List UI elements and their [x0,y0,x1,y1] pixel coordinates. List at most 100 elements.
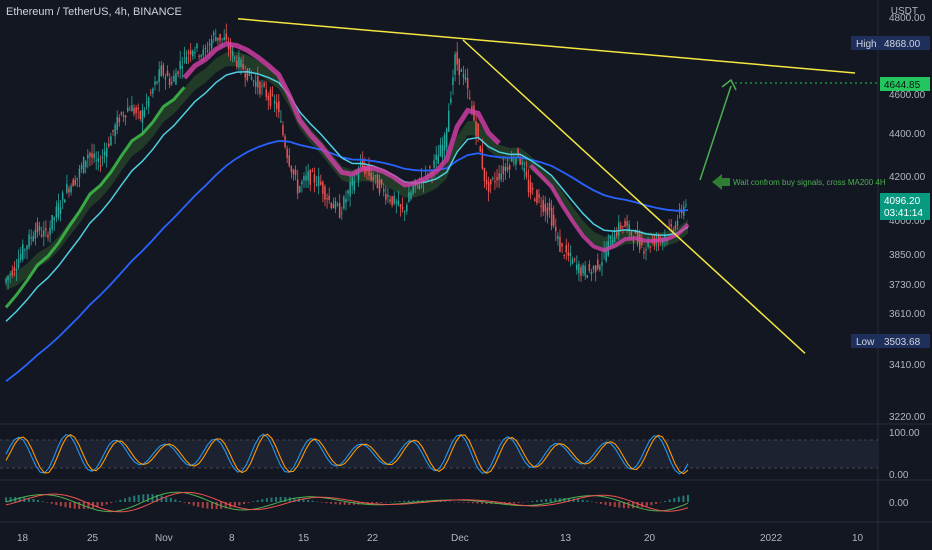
time-tick: 18 [17,533,29,544]
candle-body [53,217,55,221]
macd-histogram-bar [412,500,415,502]
macd-histogram-bar [188,502,191,505]
candle-body [152,88,154,94]
candle-body [343,196,345,209]
candle-body [657,235,660,241]
annotation-text: Wait confrom buy signals, cross MA200 4H [733,178,886,187]
candle-body [630,231,633,236]
price-axis[interactable]: 4800.00 4600.00 4400.00 4200.00 4000.00 … [889,13,926,423]
candle-body [34,229,37,239]
macd-oscillator [5,491,689,513]
macd-histogram-bar [9,497,12,502]
candle-body [244,73,246,78]
candle-body [435,154,437,160]
candle-body [89,152,91,157]
candle-body [315,184,318,186]
candle-body [221,38,223,40]
candle-body [338,203,341,218]
candle-body [508,165,511,170]
price-tick: 4800.00 [889,13,926,24]
macd-histogram-bar [462,502,465,503]
candle-body [127,107,129,112]
candle-body [412,186,414,194]
candle-body [336,204,339,206]
candle-body [278,101,280,112]
candle-body [557,236,559,240]
candle-body [511,157,513,162]
macd-histogram-bar [284,497,287,502]
candle-body [469,97,471,99]
candle-body [624,220,626,228]
symbol-title[interactable]: Ethereum / TetherUS, 4h, BINANCE [6,6,182,18]
candle-body [439,144,442,156]
candle-body [395,201,398,203]
candle-body [263,82,265,87]
candle-body [527,179,530,193]
price-tick: 4000.00 [889,216,926,227]
candle-body [276,102,278,109]
candle-body [28,234,30,248]
macd-histogram-bar [531,501,534,502]
macd-histogram-bar [526,501,529,503]
macd-histogram-bar [362,502,364,505]
macd-histogram-bar [380,502,383,503]
candle-body [135,107,137,114]
candle-body [496,177,498,181]
candle-body [219,34,221,41]
macd-histogram-bar [476,502,479,504]
candle-body [576,264,578,270]
candle-body [393,196,395,204]
candle-body [588,264,591,271]
macd-histogram-bar [471,502,474,504]
trendlines [237,18,856,354]
macd-histogram-bar [595,502,598,503]
high-value-badge [880,36,930,50]
candle-body [628,224,630,231]
candle-body [290,166,293,172]
candle-body [51,215,53,230]
macd-histogram-bar [407,500,410,502]
low-value-badge [880,334,930,348]
macd-histogram-bar [330,502,332,504]
macd-histogram-bar [156,494,158,502]
candle-body [45,228,47,231]
candle-body [548,203,551,211]
candle-body [649,246,651,248]
candle-body [611,240,614,245]
candle-body [294,169,297,175]
price-tick: 4200.00 [889,172,926,183]
macd-histogram-bar [252,501,255,502]
candle-body [124,115,127,118]
macd-histogram-bar [169,497,172,502]
candle-body [620,225,622,229]
last-price-badge [880,193,930,220]
candle-body [374,175,377,177]
candle-body [17,259,20,268]
candle-body [563,255,565,257]
candle-body [166,70,169,77]
macd-histogram-bar [261,499,264,502]
macd-histogram-bar [105,502,108,505]
candle-body [292,169,295,175]
candle-body [500,173,502,180]
macd-histogram-bar [5,497,7,502]
candle-body [288,155,290,166]
candle-body [64,199,66,203]
candle-body [555,226,557,232]
macd-histogram-bar [545,499,548,502]
stoch-tick-100: 100.00 [889,428,920,439]
candle-body [485,179,488,185]
candle-body [475,121,477,137]
candle-body [578,263,580,273]
time-axis[interactable]: 18 25 Nov 8 15 22 Dec 13 20 2022 10 [17,533,864,544]
macd-histogram-bar [110,502,113,503]
price-tick: 3410.00 [889,360,926,371]
candle-body [231,50,234,56]
candle-body [567,252,570,256]
upper-resistance-trendline [237,18,856,74]
candle-body [238,56,240,69]
candle-body [122,115,125,117]
candle-body [569,253,572,256]
low-value: 3503.68 [884,337,921,348]
